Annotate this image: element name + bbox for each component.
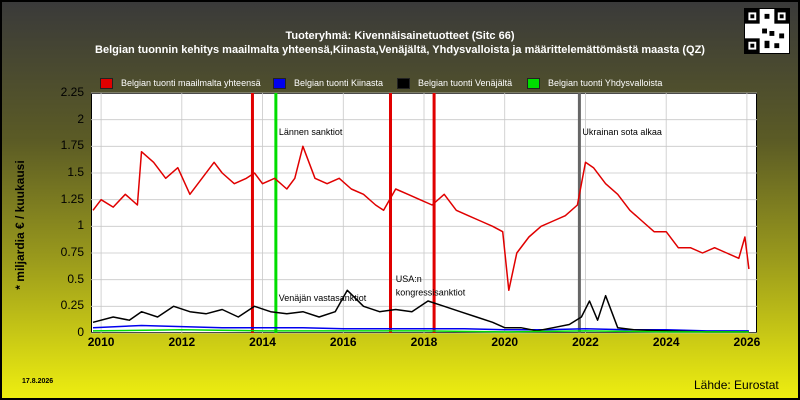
legend-label-china: Belgian tuonti Kiinasta xyxy=(294,78,384,88)
legend-swatch-usa xyxy=(527,78,540,90)
qr-code-icon xyxy=(744,8,790,54)
chart-svg: Lännen sanktiot Ukrainan sota alkaa Venäjä… xyxy=(91,92,757,334)
x-tick-label: 2016 xyxy=(329,335,357,349)
legend-label-world: Belgian tuonti maailmalta yhteensä xyxy=(121,78,261,88)
series-line-world xyxy=(92,145,750,292)
x-tick-label: 2010 xyxy=(87,335,115,349)
chart-title: Tuoteryhmä: Kivennäisainetuotteet (Sitc … xyxy=(285,30,515,42)
legend-item-china: Belgian tuonti Kiinasta xyxy=(273,78,384,90)
legend-swatch-china xyxy=(273,78,286,90)
legend-item-usa: Belgian tuonti Yhdysvalloista xyxy=(527,78,663,90)
annotation-label: kongressisanktiot xyxy=(396,288,466,298)
x-tick-label: 2014 xyxy=(249,335,276,349)
source-label: Lähde: Eurostat xyxy=(694,378,779,392)
event-label: Lännen sanktiot xyxy=(279,127,343,137)
y-tick-label: 0.25 xyxy=(60,298,84,313)
annotation-label: Venäjän vastasanktiot xyxy=(279,293,367,303)
series-line-usa xyxy=(92,329,749,333)
x-tick-label: 2026 xyxy=(733,335,761,349)
legend-item-russia: Belgian tuonti Venäjältä xyxy=(397,78,513,90)
y-tick-label: 1.75 xyxy=(60,138,84,153)
x-tick-label: 2020 xyxy=(491,335,519,349)
x-tick-label: 2022 xyxy=(572,335,599,349)
y-tick-label: 1 xyxy=(77,218,84,233)
chart-subtitle: Belgian tuonnin kehitys maailmalta yhtee… xyxy=(95,44,705,56)
y-axis-label: * miljardia € / kuukausi xyxy=(13,160,27,290)
x-tick-label: 2018 xyxy=(410,335,438,349)
y-tick-label: 2.25 xyxy=(60,85,84,99)
legend-item-world: Belgian tuonti maailmalta yhteensä xyxy=(100,78,261,90)
x-tick-label: 2024 xyxy=(652,335,680,349)
legend-swatch-russia xyxy=(397,78,410,90)
y-tick-label: 2 xyxy=(77,111,84,126)
legend-label-usa: Belgian tuonti Yhdysvalloista xyxy=(548,78,663,88)
y-tick-label: 0 xyxy=(77,325,84,339)
annotation-label: USA:n xyxy=(396,274,422,284)
event-label: Ukrainan sota alkaa xyxy=(582,127,662,137)
y-tick-label: 1.5 xyxy=(67,165,84,179)
series-line-russia xyxy=(92,289,749,333)
legend-label-russia: Belgian tuonti Venäjältä xyxy=(418,78,513,88)
date-stamp: 17.8.2026 xyxy=(22,378,54,385)
y-tick-label: 1.25 xyxy=(60,191,84,206)
legend-swatch-world xyxy=(100,78,113,90)
y-tick-label: 0.75 xyxy=(60,245,84,259)
x-tick-label: 2012 xyxy=(168,335,196,349)
y-tick-label: 0.5 xyxy=(67,271,84,286)
